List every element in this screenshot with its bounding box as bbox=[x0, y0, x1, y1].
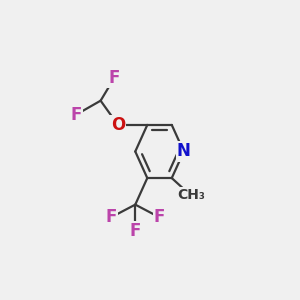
Text: F: F bbox=[71, 106, 82, 124]
Text: F: F bbox=[130, 222, 141, 240]
Text: F: F bbox=[109, 69, 120, 87]
Text: N: N bbox=[177, 142, 191, 160]
Text: CH₃: CH₃ bbox=[177, 188, 205, 203]
Text: F: F bbox=[105, 208, 117, 226]
Text: O: O bbox=[111, 116, 125, 134]
Text: F: F bbox=[154, 208, 165, 226]
